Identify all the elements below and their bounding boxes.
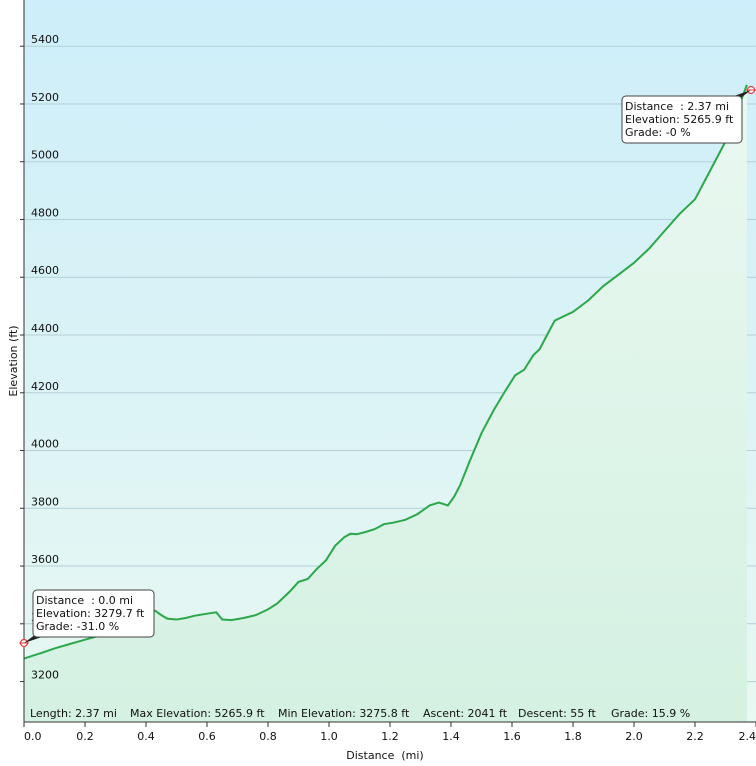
x-tick-label: 2.4	[739, 730, 756, 743]
stat-length: Length: 2.37 mi	[30, 707, 117, 720]
start-tooltip-grade: Grade: -31.0 %	[36, 620, 119, 633]
x-tick-label: 0.8	[259, 730, 277, 743]
x-tick-label: 2.0	[625, 730, 643, 743]
end-tooltip-elevation: Elevation: 5265.9 ft	[625, 113, 734, 126]
y-tick-label: 4600	[31, 264, 59, 277]
stat-ascent: Ascent: 2041 ft	[423, 707, 508, 720]
x-tick-label: 0.4	[137, 730, 155, 743]
y-tick-label: 4000	[31, 438, 59, 451]
x-tick-label: 1.0	[320, 730, 338, 743]
x-tick-label: 1.8	[564, 730, 582, 743]
end-tooltip: Distance : 2.37 mi Elevation: 5265.9 ft …	[621, 90, 751, 144]
stat-descent: Descent: 55 ft	[518, 707, 596, 720]
y-tick-label: 3600	[31, 553, 59, 566]
start-tooltip-elevation: Elevation: 3279.7 ft	[36, 607, 145, 620]
y-tick-label: 5400	[31, 33, 59, 46]
elevation-area	[24, 84, 747, 722]
y-axis-title: Elevation (ft)	[7, 325, 20, 396]
stat-grade: Grade: 15.9 %	[611, 707, 690, 720]
stat-max-elevation: Max Elevation: 5265.9 ft	[130, 707, 265, 720]
start-marker[interactable]	[19, 638, 29, 648]
x-axis-title: Distance (mi)	[346, 749, 423, 762]
x-tick-label: 1.2	[381, 730, 399, 743]
y-tick-label: 4400	[31, 322, 59, 335]
y-tick-label: 5000	[31, 149, 59, 162]
start-tooltip-distance: Distance : 0.0 mi	[36, 594, 133, 607]
stat-min-elevation: Min Elevation: 3275.8 ft	[278, 707, 410, 720]
x-tick-label: 1.4	[442, 730, 460, 743]
x-tick-label: 1.6	[503, 730, 521, 743]
x-tick-label: 2.2	[686, 730, 704, 743]
y-tick-label: 4800	[31, 206, 59, 219]
x-ticks: 0.0 0.2 0.4 0.6 0.8 1.0 1.2 1.4 1.6 1.8 2.0 2.2 2.4	[23, 722, 756, 743]
start-tooltip: Distance : 0.0 mi Elevation: 3279.7 ft G…	[24, 589, 155, 643]
y-tick-label: 5200	[31, 91, 59, 104]
stats-bar: Length: 2.37 mi Max Elevation: 5265.9 ft…	[30, 707, 690, 720]
x-tick-label: 0.0	[24, 730, 42, 743]
x-tick-label: 0.6	[198, 730, 216, 743]
elevation-line	[23, 84, 748, 660]
x-tick-label: 0.2	[76, 730, 94, 743]
y-tick-label: 3800	[31, 495, 59, 508]
y-tick-label: 4200	[31, 380, 59, 393]
end-tooltip-box	[621, 95, 743, 144]
start-tooltip-box	[32, 589, 155, 638]
end-tooltip-grade: Grade: -0 %	[625, 126, 691, 139]
end-tooltip-distance: Distance : 2.37 mi	[625, 100, 729, 113]
y-tick-label: 3200	[31, 669, 59, 682]
